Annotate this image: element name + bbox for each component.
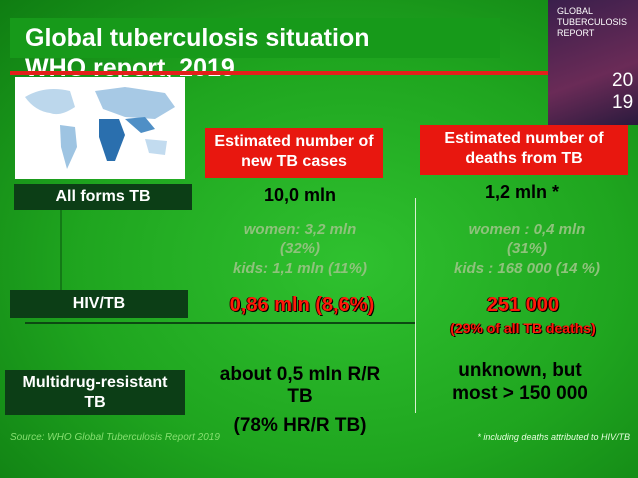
title: Global tuberculosis situation [25, 24, 370, 52]
column-header: Estimated number of new TB cases [205, 128, 383, 178]
detail: kids: 1,1 mln (11%) [233, 260, 367, 277]
report-cover [548, 0, 638, 125]
header-line: new TB cases [241, 153, 347, 170]
row-label: HIV/TB [10, 290, 188, 318]
header-line: Estimated number of [214, 133, 374, 150]
title-rule [10, 71, 550, 75]
source: Source: WHO Global Tuberculosis Report 2… [10, 432, 220, 443]
divider [60, 210, 62, 290]
cover-year: 20 19 [612, 70, 633, 114]
cover-year-line: 20 [612, 70, 634, 91]
row-label: Multidrug-resistant TB [5, 370, 185, 415]
value: unknown, but [458, 360, 582, 381]
value-note: (29% of all TB deaths) [450, 320, 596, 336]
label-line: TB [84, 394, 106, 411]
divider [25, 322, 415, 324]
row-label: All forms TB [14, 184, 192, 210]
value: 10,0 mln [263, 185, 337, 205]
cover-line: TUBERCULOSIS [557, 17, 628, 27]
divider [415, 198, 416, 413]
footnote: * including deaths attributed to HIV/TB [477, 432, 630, 442]
value: 251 000 [486, 294, 560, 316]
value: about 0,5 mln R/R [219, 364, 381, 385]
value: 0,86 mln (8,6%) [229, 294, 375, 316]
label-line: Multidrug-resistant [22, 374, 168, 391]
detail: women: 3,2 mln [243, 221, 357, 238]
label-line: HIV/TB [72, 295, 126, 312]
world-map [15, 77, 185, 179]
cover-line: REPORT [557, 28, 595, 38]
column-header: Estimated number of deaths from TB [420, 125, 628, 175]
cover-text: GLOBAL TUBERCULOSIS REPORT [557, 6, 627, 39]
detail: (31%) [506, 240, 548, 257]
header-line: deaths from TB [465, 150, 583, 167]
header-line: Estimated number of [444, 130, 604, 147]
label-line: All forms TB [55, 188, 151, 205]
detail: (32%) [279, 240, 321, 257]
detail: kids : 168 000 (14 %) [454, 260, 600, 277]
title-band [10, 18, 500, 58]
cover-line: GLOBAL [557, 6, 594, 16]
value: 1,2 mln * [484, 182, 560, 202]
value: TB [287, 386, 313, 407]
value-note: (78% HR/R TB) [233, 415, 367, 436]
detail: women : 0,4 mln [468, 221, 586, 238]
value: most > 150 000 [452, 383, 588, 404]
cover-year-line: 19 [612, 92, 634, 113]
